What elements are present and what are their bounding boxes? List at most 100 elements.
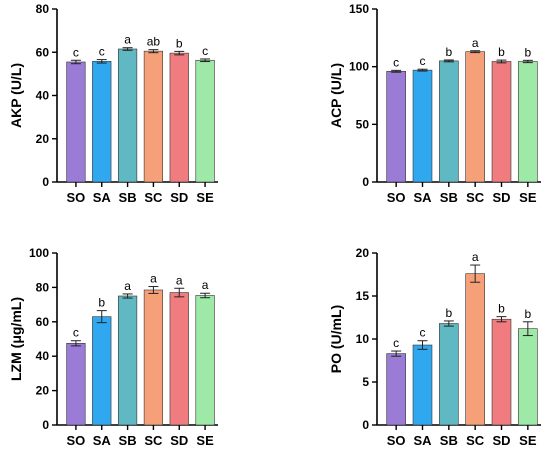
y-tick-label: 40 xyxy=(36,349,50,363)
bar-se xyxy=(518,61,538,183)
significance-letter: b xyxy=(176,36,183,50)
y-axis-title: PO (U/mL) xyxy=(328,305,344,373)
x-tick-label: SA xyxy=(93,190,112,205)
bar-sc xyxy=(465,273,485,426)
x-tick-label: SC xyxy=(144,433,163,448)
significance-letter: a xyxy=(124,279,131,293)
significance-letter: a xyxy=(472,36,479,50)
bar-sd xyxy=(491,61,512,183)
y-axis-title: LZM (μg/mL) xyxy=(8,297,24,381)
x-tick-label: SB xyxy=(440,190,458,205)
bar-sc xyxy=(143,50,164,183)
x-tick-label: SE xyxy=(196,190,214,205)
x-tick-label: SB xyxy=(119,433,137,448)
significance-letter: a xyxy=(150,272,157,286)
y-tick-label: 50 xyxy=(356,117,370,131)
x-tick-label: SE xyxy=(519,433,537,448)
y-tick-label: 80 xyxy=(36,280,50,294)
significance-letter: b xyxy=(498,302,505,316)
y-axis-title: AKP (U/L) xyxy=(8,63,24,128)
significance-letter: c xyxy=(420,54,426,68)
x-tick-label: SO xyxy=(387,433,406,448)
significance-letter: ab xyxy=(147,35,161,49)
significance-letter: c xyxy=(393,336,399,350)
bar-sa xyxy=(92,61,112,183)
significance-letter: a xyxy=(176,273,183,287)
chart-panel-acp: 0 50 100 150 ACP (U/L) c SO c SA b SB a SC b SD b SE xyxy=(328,2,541,205)
x-tick-label: SC xyxy=(466,190,485,205)
y-tick-label: 15 xyxy=(356,289,370,303)
significance-letter: c xyxy=(73,45,79,59)
y-tick-label: 20 xyxy=(36,132,50,146)
bar-sd xyxy=(169,292,189,426)
bar-sa xyxy=(412,344,433,426)
y-tick-label: 150 xyxy=(349,2,369,16)
x-tick-label: SC xyxy=(144,190,163,205)
y-tick-label: 80 xyxy=(36,2,50,16)
bar-sd xyxy=(491,318,512,426)
chart-panel-po: 0 5 10 15 20 PO (U/mL) c SO c SA b SB a SC b SD b SE xyxy=(328,246,541,448)
y-tick-label: 100 xyxy=(29,246,49,260)
y-tick-label: 0 xyxy=(362,175,369,189)
x-tick-label: SA xyxy=(93,433,112,448)
significance-letter: c xyxy=(420,326,426,340)
bar-se xyxy=(518,328,538,426)
y-tick-label: 40 xyxy=(36,89,50,103)
y-tick-label: 20 xyxy=(36,384,50,398)
bar-so xyxy=(386,353,406,426)
x-tick-label: SE xyxy=(519,190,537,205)
bar-sc xyxy=(465,51,485,183)
y-tick-label: 5 xyxy=(362,375,369,389)
x-tick-label: SD xyxy=(170,190,188,205)
x-tick-label: SD xyxy=(170,433,188,448)
significance-letter: a xyxy=(472,250,479,264)
y-tick-label: 0 xyxy=(42,418,49,432)
y-tick-label: 60 xyxy=(36,45,50,59)
significance-letter: c xyxy=(393,55,399,69)
significance-letter: c xyxy=(99,45,105,59)
significance-letter: c xyxy=(73,326,79,340)
x-tick-label: SD xyxy=(492,190,510,205)
significance-letter: b xyxy=(524,45,531,59)
significance-letter: b xyxy=(524,307,531,321)
significance-letter: b xyxy=(98,296,105,310)
x-tick-label: SO xyxy=(67,190,86,205)
significance-letter: b xyxy=(445,306,452,320)
significance-letter: c xyxy=(202,44,208,58)
x-tick-label: SA xyxy=(413,433,432,448)
x-tick-label: SO xyxy=(67,433,86,448)
x-tick-label: SO xyxy=(387,190,406,205)
bar-so xyxy=(386,70,406,183)
chart-panel-akp: 0 20 40 60 80 AKP (U/L) c SO c SA a SB ab SC b SD c SE xyxy=(8,2,218,205)
bar-so xyxy=(66,342,86,426)
y-tick-label: 20 xyxy=(356,246,370,260)
bar-sb xyxy=(439,60,459,183)
significance-letter: b xyxy=(445,45,452,59)
bar-se xyxy=(195,59,215,183)
bar-sb xyxy=(117,295,138,426)
y-tick-label: 60 xyxy=(36,315,50,329)
x-tick-label: SE xyxy=(196,433,214,448)
bar-so xyxy=(66,61,86,183)
bar-sa xyxy=(92,316,112,426)
y-tick-label: 0 xyxy=(42,175,49,189)
y-tick-label: 0 xyxy=(362,418,369,432)
chart-panel-lzm: 0 20 40 60 80 100 LZM (μg/mL) c SO b SA a SB a SC a SD a S… xyxy=(8,246,218,448)
x-tick-label: SB xyxy=(440,433,458,448)
significance-letter: a xyxy=(124,33,131,47)
bar-sa xyxy=(412,69,433,183)
x-tick-label: SB xyxy=(119,190,137,205)
significance-letter: b xyxy=(498,45,505,59)
x-tick-label: SA xyxy=(413,190,432,205)
bar-sb xyxy=(117,48,138,183)
significance-letter: a xyxy=(202,278,209,292)
bar-sd xyxy=(169,52,189,183)
y-tick-label: 10 xyxy=(356,332,370,346)
y-axis-title: ACP (U/L) xyxy=(328,63,344,128)
bar-sc xyxy=(143,289,164,426)
bar-se xyxy=(195,295,215,426)
x-tick-label: SD xyxy=(492,433,510,448)
bar-sb xyxy=(439,323,459,426)
x-tick-label: SC xyxy=(466,433,485,448)
